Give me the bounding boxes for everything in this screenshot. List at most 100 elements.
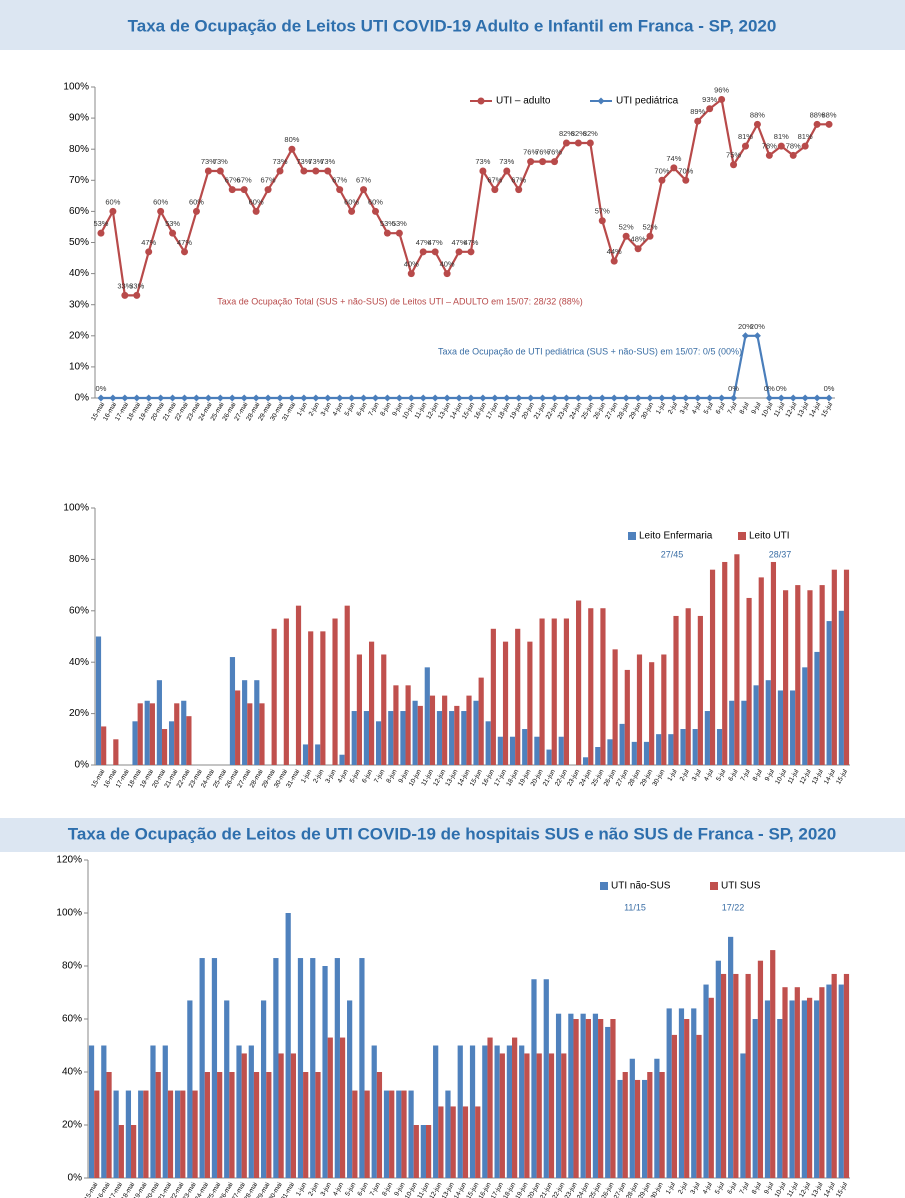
- bar: [671, 1034, 678, 1178]
- x-tick-label: 4-jul: [703, 768, 715, 783]
- point: [574, 139, 582, 147]
- bar: [132, 721, 138, 765]
- x-tick-label: 30-jun: [651, 768, 666, 787]
- data-label: 48%: [631, 235, 646, 244]
- x-tick-label: 8-jul: [738, 401, 750, 416]
- bar: [551, 618, 557, 765]
- data-label: 88%: [750, 110, 765, 119]
- point: [181, 394, 189, 402]
- point: [825, 394, 833, 402]
- y-tick-label: 100%: [63, 503, 89, 514]
- point: [443, 270, 451, 278]
- point: [503, 167, 511, 175]
- data-label: 53%: [93, 219, 108, 228]
- bar: [235, 690, 241, 765]
- bar: [420, 1125, 426, 1178]
- bar: [494, 1045, 500, 1178]
- x-tick-label: 4-jun: [332, 1181, 345, 1197]
- point: [515, 394, 523, 402]
- series-line: [100, 334, 830, 400]
- point: [527, 158, 535, 166]
- x-tick-label: 15-jul: [835, 768, 849, 786]
- point: [539, 394, 547, 402]
- point: [192, 394, 200, 402]
- point: [622, 232, 630, 240]
- point: [145, 248, 153, 256]
- bar: [454, 705, 460, 765]
- data-label: 20%: [738, 322, 753, 331]
- point: [574, 394, 582, 402]
- point: [288, 394, 296, 402]
- point: [360, 394, 368, 402]
- point: [777, 394, 785, 402]
- x-tick-label: 6-jul: [715, 401, 727, 416]
- point: [169, 229, 177, 237]
- point: [670, 394, 678, 402]
- data-label: 81%: [738, 132, 753, 141]
- x-tick-label: 8-jun: [379, 401, 392, 417]
- bar: [777, 690, 784, 765]
- point: [121, 291, 129, 299]
- bar: [573, 1019, 579, 1178]
- bar: [592, 1013, 599, 1178]
- bar: [806, 997, 813, 1178]
- x-tick-label: 2-jun: [308, 401, 321, 417]
- bar: [838, 610, 844, 765]
- series-line: [100, 97, 830, 297]
- bar: [375, 721, 382, 765]
- bar: [497, 736, 503, 765]
- bar: [764, 1000, 771, 1178]
- bar: [192, 1090, 198, 1178]
- x-tick-label: 1-jul: [666, 768, 678, 783]
- data-label: 57%: [595, 207, 610, 216]
- bar: [303, 1072, 309, 1178]
- bar: [543, 979, 549, 1178]
- bar: [475, 1106, 481, 1178]
- point: [670, 164, 678, 172]
- bar: [485, 721, 491, 765]
- bar: [607, 739, 613, 765]
- data-label: 47%: [452, 238, 467, 247]
- bar: [254, 680, 260, 765]
- bar: [332, 618, 338, 765]
- point: [562, 394, 570, 402]
- point: [586, 394, 594, 402]
- annotation: 27/45: [661, 549, 684, 559]
- bar: [187, 1000, 193, 1178]
- data-label: 76%: [547, 148, 562, 157]
- point: [216, 167, 224, 175]
- x-tick-label: 4-jul: [702, 1181, 714, 1196]
- y-tick-label: 80%: [69, 554, 89, 565]
- x-tick-label: 30-jun: [640, 401, 655, 420]
- bar: [709, 569, 716, 765]
- bar: [433, 1045, 439, 1178]
- x-tick-label: 7-jul: [740, 768, 752, 783]
- y-tick-label: 0%: [68, 1173, 83, 1184]
- bar: [344, 605, 350, 765]
- data-label: 47%: [141, 238, 156, 247]
- point: [264, 186, 272, 194]
- y-tick-label: 20%: [62, 1120, 82, 1131]
- bar: [401, 1090, 407, 1178]
- bar: [631, 741, 637, 765]
- bar: [843, 973, 850, 1178]
- bar: [583, 757, 589, 765]
- x-tick-label: 10-jul: [761, 401, 775, 419]
- y-tick-label: 0%: [75, 393, 90, 404]
- x-tick-label: 2-jul: [679, 768, 691, 783]
- point: [479, 167, 487, 175]
- y-tick-label: 80%: [62, 961, 82, 972]
- point: [491, 186, 499, 194]
- x-tick-label: 2-jun: [312, 768, 325, 784]
- x-tick-label: 3-jul: [689, 1181, 701, 1196]
- bar: [733, 973, 739, 1178]
- y-tick-label: 120%: [56, 855, 82, 866]
- x-tick-label: 5-jun: [344, 401, 357, 417]
- x-tick-label: 8-jun: [385, 768, 398, 784]
- x-tick-label: 5-jun: [349, 768, 362, 784]
- bar: [746, 597, 752, 765]
- bar: [356, 654, 362, 765]
- bar: [359, 958, 365, 1178]
- x-tick-label: 15-jul: [820, 401, 834, 419]
- point: [813, 120, 821, 128]
